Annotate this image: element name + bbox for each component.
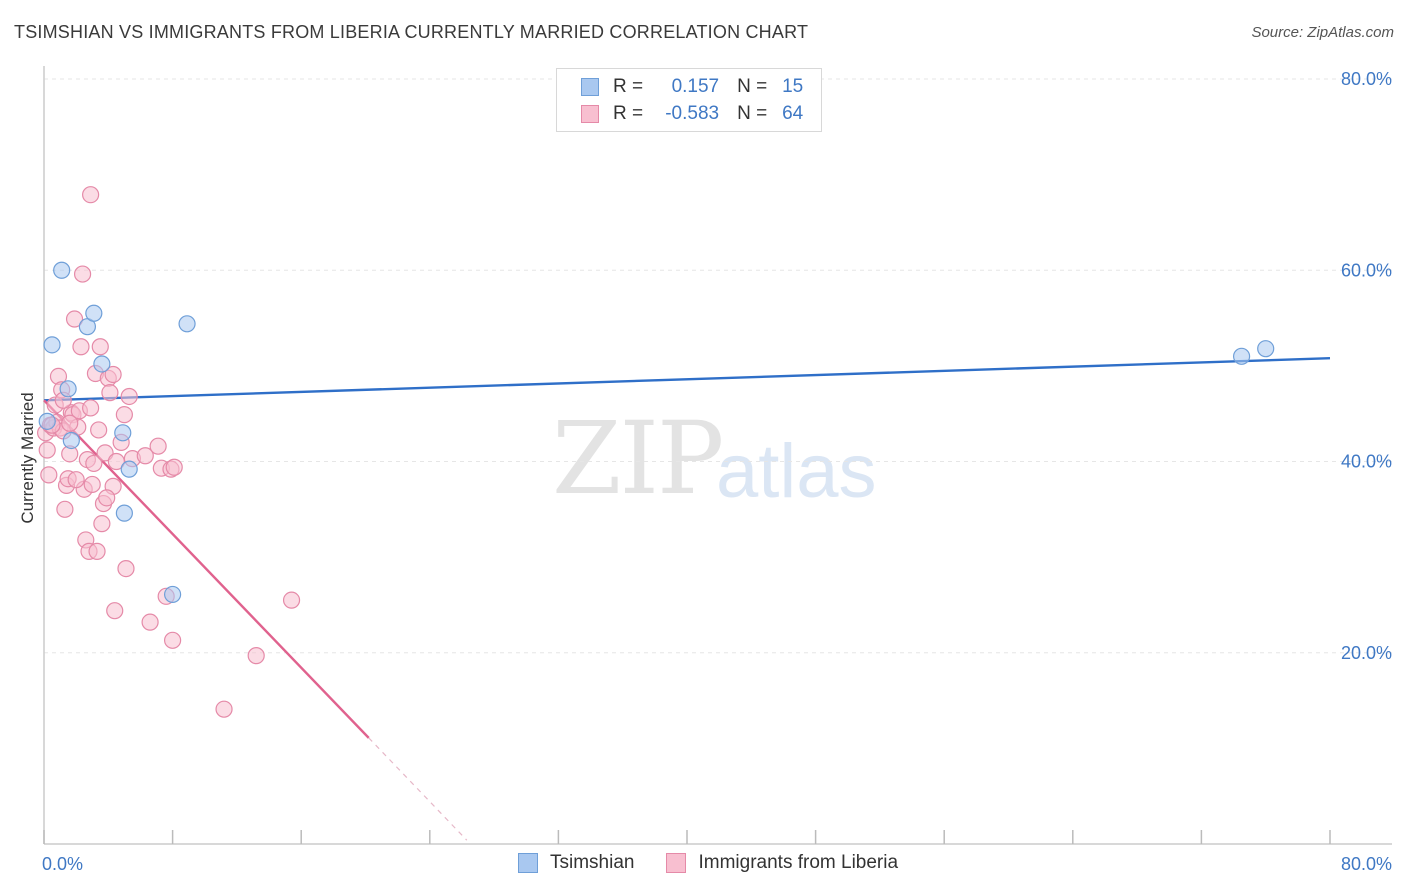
watermark-atlas: atlas <box>716 429 877 514</box>
legend-n-value: 15 <box>782 76 804 97</box>
legend-row-tsimshian: R = 0.157 N = 15 <box>581 75 803 99</box>
data-point <box>115 406 133 424</box>
trend-line <box>43 399 370 739</box>
y-tick-label: 40.0% <box>1341 452 1392 472</box>
series-legend: Tsimshian Immigrants from Liberia <box>518 852 930 874</box>
legend-n-label: N = <box>737 76 768 97</box>
data-point <box>91 338 109 356</box>
data-point <box>38 441 56 459</box>
watermark-zip: ZIP <box>552 400 724 517</box>
data-point <box>73 265 92 283</box>
data-point <box>165 458 183 476</box>
data-point <box>72 338 90 356</box>
data-point <box>65 310 84 328</box>
data-point <box>53 261 71 279</box>
chart-title: TSIMSHIAN VS IMMIGRANTS FROM LIBERIA CUR… <box>14 22 809 42</box>
data-point <box>82 399 100 417</box>
data-point <box>1232 347 1251 365</box>
series-swatch-liberia <box>666 853 687 873</box>
legend-row-liberia: R = -0.583 N = 64 <box>581 102 803 126</box>
data-points <box>37 186 1275 718</box>
data-point <box>282 591 301 609</box>
series-legend-tsimshian: Tsimshian <box>518 852 634 874</box>
series-swatch-tsimshian <box>518 853 538 873</box>
data-point <box>114 424 132 442</box>
data-point <box>56 500 74 518</box>
trend-lines <box>43 357 1331 841</box>
data-point <box>215 700 233 718</box>
stats-legend: R = 0.157 N = 15 R = -0.583 N = 64 <box>556 68 822 132</box>
x-tick-label: 0.0% <box>42 854 83 874</box>
data-point <box>38 412 56 430</box>
data-point <box>117 559 135 578</box>
legend-n-label: N = <box>737 103 768 124</box>
data-point <box>164 631 182 649</box>
data-point <box>85 304 103 322</box>
data-point <box>141 613 159 631</box>
data-point <box>40 466 58 484</box>
data-point <box>67 471 85 489</box>
data-point <box>104 365 122 384</box>
data-point <box>149 437 167 455</box>
legend-n-value: 64 <box>782 103 804 124</box>
data-point <box>1257 340 1275 358</box>
data-point <box>93 355 111 373</box>
legend-r-value: 0.157 <box>671 76 720 97</box>
trend-line <box>43 357 1331 402</box>
trend-line-extension <box>368 737 468 841</box>
data-point <box>120 460 138 478</box>
series-label-tsimshian: Tsimshian <box>550 852 635 873</box>
y-tick-label: 20.0% <box>1341 643 1392 663</box>
data-point <box>62 431 80 450</box>
legend-swatch-liberia <box>581 105 599 123</box>
data-point <box>93 515 111 533</box>
legend-r-label: R = <box>613 76 644 97</box>
legend-r-label: R = <box>613 103 644 124</box>
axes <box>43 66 1392 845</box>
series-label-liberia: Immigrants from Liberia <box>698 852 899 873</box>
data-point <box>85 454 103 473</box>
y-tick-label: 60.0% <box>1341 260 1392 280</box>
series-legend-liberia: Immigrants from Liberia <box>666 852 898 874</box>
y-axis-label: Currently Married <box>18 392 37 523</box>
data-point <box>136 447 154 465</box>
data-point <box>115 504 133 522</box>
data-point <box>59 380 77 398</box>
data-point <box>82 186 100 204</box>
x-tick-label: 80.0% <box>1341 854 1392 874</box>
y-tick-label: 80.0% <box>1341 69 1392 89</box>
data-point <box>61 414 79 432</box>
data-point <box>101 384 119 402</box>
grid-lines <box>44 78 1392 654</box>
source-credit: Source: ZipAtlas.com <box>1251 24 1394 41</box>
data-point <box>83 475 101 494</box>
axis-labels: 20.0% 40.0% 60.0% 80.0% 0.0% 80.0% Currently M… <box>18 69 1392 874</box>
data-point <box>164 585 182 604</box>
legend-r-value: -0.583 <box>665 103 720 124</box>
data-point <box>88 542 106 560</box>
data-point <box>90 421 108 439</box>
data-point <box>106 602 124 620</box>
data-point <box>43 336 61 354</box>
legend-swatch-tsimshian <box>581 78 599 96</box>
data-point <box>247 647 265 665</box>
data-point <box>178 315 196 333</box>
data-point <box>98 489 116 507</box>
data-point <box>120 387 138 406</box>
